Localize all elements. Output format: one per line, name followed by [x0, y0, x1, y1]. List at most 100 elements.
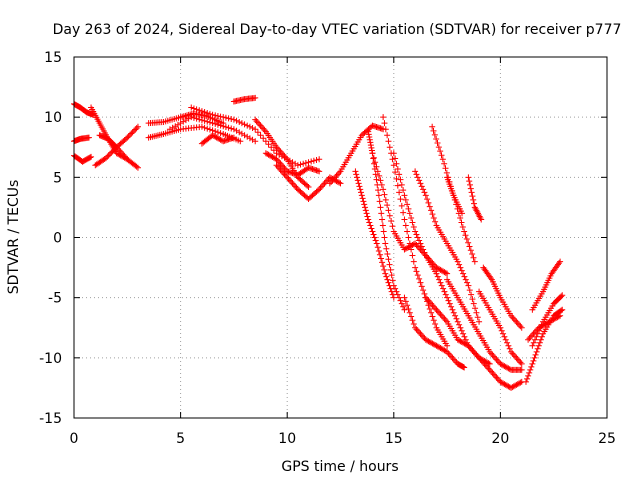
data-point [289, 180, 296, 187]
data-point [408, 214, 415, 221]
data-point [516, 357, 523, 364]
data-point [448, 353, 455, 360]
data-point [461, 228, 468, 235]
data-point [420, 333, 427, 340]
data-point [426, 305, 433, 312]
data-point [473, 351, 480, 358]
data-point [477, 356, 484, 363]
data-point [289, 159, 296, 166]
data-point [193, 106, 200, 113]
data-point [125, 133, 132, 140]
data-point [236, 118, 243, 125]
y-tick-label: -15 [39, 411, 62, 427]
data-point [385, 256, 392, 263]
data-point [370, 154, 377, 161]
data-point [354, 177, 361, 184]
data-point [444, 294, 451, 301]
data-point [557, 258, 564, 265]
data-point [252, 116, 259, 123]
data-point [241, 121, 248, 128]
data-point [492, 372, 499, 379]
data-point [442, 317, 449, 324]
data-point [448, 303, 455, 310]
data-point [493, 356, 500, 363]
data-point [304, 182, 311, 189]
data-point [513, 354, 520, 361]
data-point [517, 323, 524, 330]
data-point [361, 201, 368, 208]
data-point [362, 204, 369, 211]
data-point [177, 120, 184, 127]
series-arc-11 [198, 132, 237, 147]
data-point [364, 213, 371, 220]
data-point [465, 174, 472, 181]
data-point [365, 128, 372, 135]
data-point [429, 211, 436, 218]
data-point [206, 110, 213, 117]
data-point [449, 354, 456, 361]
data-point [254, 119, 261, 126]
data-point [321, 180, 328, 187]
data-point [446, 300, 453, 307]
data-point [466, 287, 473, 294]
data-point [249, 124, 256, 131]
data-point [376, 172, 383, 179]
series-arc-18 [365, 128, 408, 313]
data-point [517, 359, 524, 366]
series-arc-34 [529, 258, 564, 313]
data-point [410, 320, 417, 327]
data-point [106, 151, 113, 158]
data-point [442, 165, 449, 172]
data-point [469, 251, 476, 258]
data-point [352, 168, 359, 175]
data-point [369, 228, 376, 235]
data-point [518, 366, 525, 373]
data-point [382, 240, 389, 247]
data-point [417, 279, 424, 286]
data-point [461, 333, 468, 340]
data-point [225, 124, 232, 131]
data-point [454, 318, 461, 325]
data-point [394, 182, 401, 189]
data-point [368, 144, 375, 151]
data-point [492, 354, 499, 361]
data-point [380, 114, 387, 121]
data-point [217, 122, 224, 129]
data-point [244, 133, 251, 140]
data-point [209, 111, 216, 118]
data-point [401, 216, 408, 223]
data-point [426, 203, 433, 210]
data-point [292, 183, 299, 190]
data-point [214, 121, 221, 128]
data-point [470, 196, 477, 203]
data-point [313, 157, 320, 164]
tick-labels: 0 5 10 15 20 25 -15 -10 -5 0 5 10 15 [39, 50, 616, 447]
data-point [365, 131, 372, 138]
data-point [404, 201, 411, 208]
data-point [336, 169, 343, 176]
data-points [71, 94, 566, 391]
data-point [404, 228, 411, 235]
data-point [124, 134, 131, 141]
data-point [522, 378, 529, 385]
data-point [381, 234, 388, 241]
data-point [493, 374, 500, 381]
data-point [284, 174, 291, 181]
data-point [354, 174, 361, 181]
data-point [386, 261, 393, 268]
data-point [409, 219, 416, 226]
data-point [418, 243, 425, 250]
data-point [429, 123, 436, 130]
data-point [424, 196, 431, 203]
data-point [413, 231, 420, 238]
data-point [379, 259, 386, 266]
data-point [314, 187, 321, 194]
data-point [536, 339, 543, 346]
data-point [418, 283, 425, 290]
data-point [88, 153, 95, 160]
data-point [441, 288, 448, 295]
data-point [435, 144, 442, 151]
data-point [228, 125, 235, 132]
data-point [254, 129, 261, 136]
data-point [422, 294, 429, 301]
